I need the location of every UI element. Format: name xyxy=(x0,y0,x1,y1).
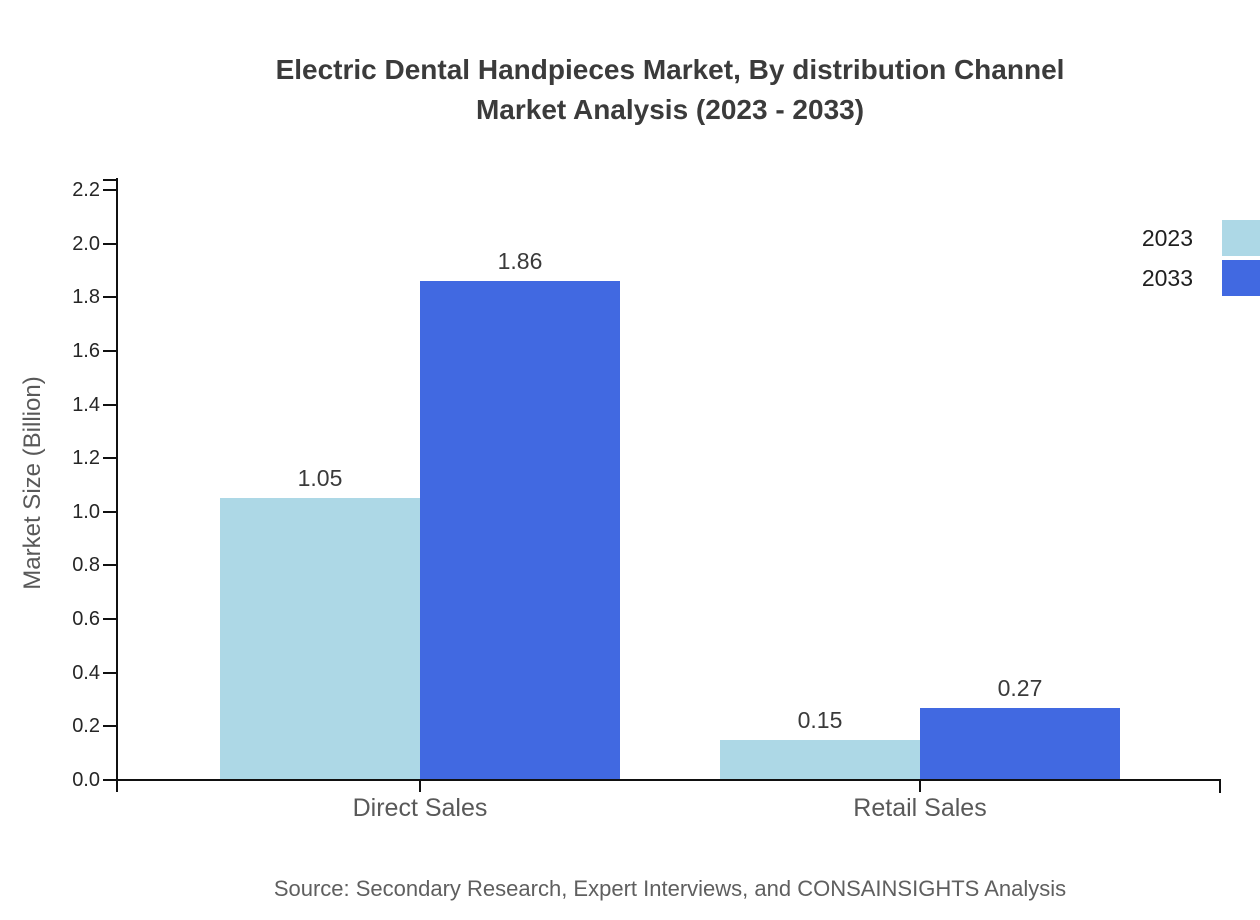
y-tick-mark xyxy=(103,189,116,191)
y-axis-end-tick xyxy=(103,179,116,181)
legend-swatch-2023 xyxy=(1222,220,1260,256)
legend-swatch-2033 xyxy=(1222,260,1260,296)
x-axis-line xyxy=(116,779,1221,781)
x-tick-mark xyxy=(919,780,921,792)
y-tick-mark xyxy=(103,242,116,245)
bar-value-label: 1.05 xyxy=(297,465,343,492)
x-tick-mark xyxy=(419,780,421,792)
y-tick-label: 1.2 xyxy=(72,447,100,470)
y-tick-mark xyxy=(103,618,116,621)
chart-title-line2: Market Analysis (2023 - 2033) xyxy=(475,94,865,125)
y-tick-label: 0.4 xyxy=(72,661,100,684)
category-label-direct-sales: Direct Sales xyxy=(352,794,488,822)
bar-2033-retail-sales xyxy=(920,707,1120,780)
chart-title-line1: Electric Dental Handpieces Market, By di… xyxy=(275,54,1065,85)
y-tick-mark xyxy=(103,671,116,674)
y-tick-label: 2.0 xyxy=(72,232,100,255)
y-tick-label: 1.4 xyxy=(72,393,100,416)
y-tick-label: 0.0 xyxy=(72,769,100,791)
category-label-retail-sales: Retail Sales xyxy=(853,794,987,822)
y-tick-mark xyxy=(103,725,116,728)
y-tick-mark xyxy=(103,564,116,567)
x-axis-end-tick xyxy=(1219,779,1221,793)
bar-2023-direct-sales xyxy=(220,498,420,780)
y-tick-mark xyxy=(103,779,116,781)
y-tick-mark xyxy=(103,349,116,352)
bar-value-label: 1.86 xyxy=(497,248,543,275)
bar-value-label: 0.27 xyxy=(997,674,1043,701)
y-tick-label: 0.6 xyxy=(72,608,100,631)
bar-2033-direct-sales xyxy=(420,281,620,780)
y-axis-line xyxy=(116,178,118,792)
y-tick-mark xyxy=(103,403,116,406)
bar-2023-retail-sales xyxy=(720,739,920,780)
y-tick-mark xyxy=(103,510,116,513)
chart-title: Electric Dental Handpieces Market, By di… xyxy=(120,50,1220,130)
bar-value-label: 0.15 xyxy=(797,706,843,733)
y-tick-mark xyxy=(103,457,116,460)
y-tick-label: 1.0 xyxy=(72,500,100,523)
y-tick-label: 1.6 xyxy=(72,339,100,362)
y-tick-mark xyxy=(103,296,116,299)
y-tick-label: 0.2 xyxy=(72,715,100,738)
source-note: Source: Secondary Research, Expert Inter… xyxy=(273,876,1067,901)
y-tick-label: 0.8 xyxy=(72,554,100,577)
legend-label-2033: 2033 xyxy=(1141,265,1193,291)
y-tick-label: 1.8 xyxy=(72,286,100,309)
y-tick-label: 2.2 xyxy=(72,179,100,201)
legend-label-2023: 2023 xyxy=(1141,225,1193,251)
